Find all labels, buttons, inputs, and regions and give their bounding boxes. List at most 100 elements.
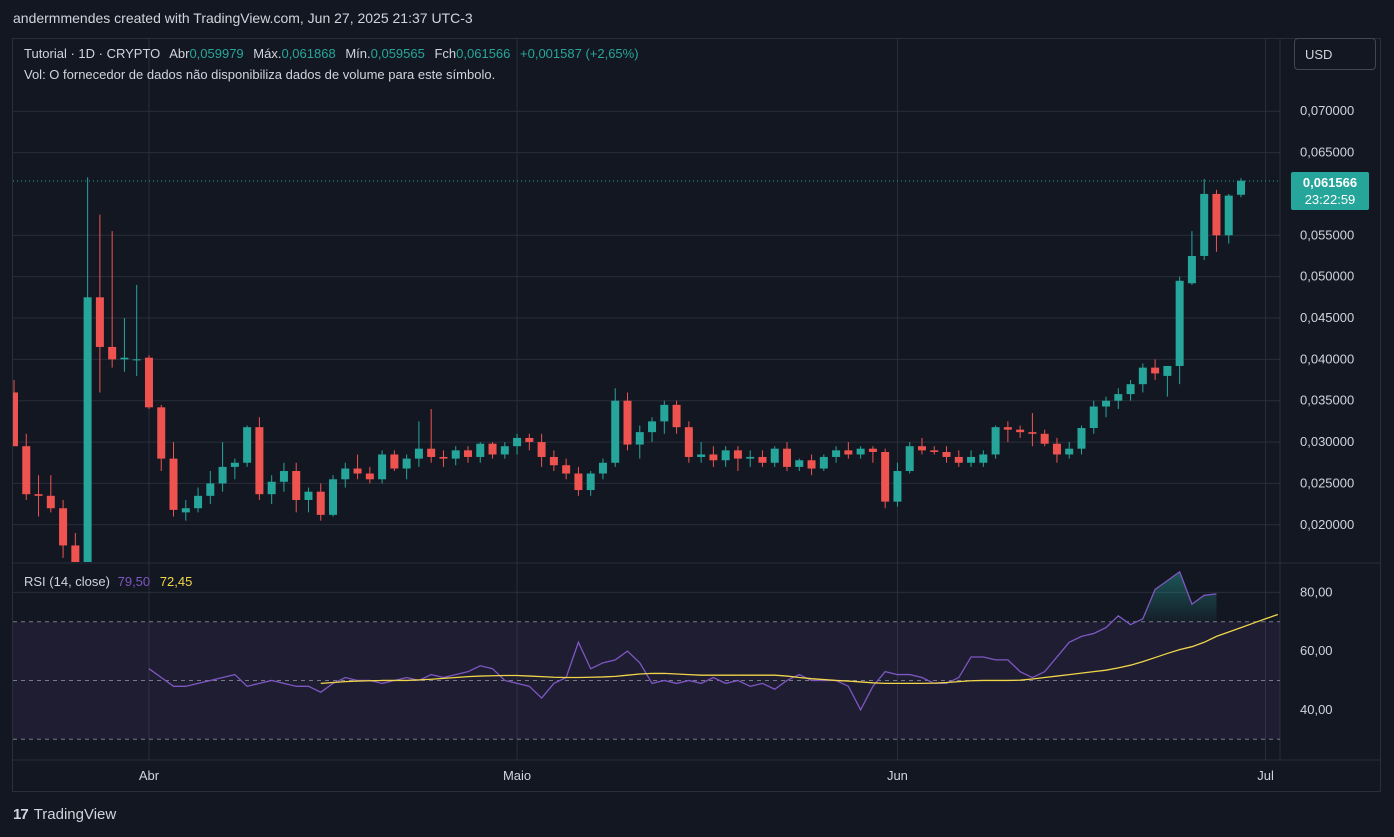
candle-body	[513, 437, 522, 447]
candle-body	[353, 468, 362, 474]
candle-body	[402, 458, 411, 469]
candle-body	[967, 456, 976, 463]
candle-body	[1065, 448, 1074, 455]
candle-body	[144, 357, 153, 408]
currency-button[interactable]: USD	[1294, 38, 1376, 70]
candle-body	[684, 427, 693, 457]
rsi-tick-label: 60,00	[1300, 643, 1333, 658]
volume-note: Vol: O fornecedor de dados não disponibi…	[24, 67, 496, 82]
candle-body	[34, 494, 43, 496]
candle-body	[1016, 429, 1025, 433]
price-tick-label: 0,040000	[1300, 351, 1354, 366]
rsi-tick-label: 80,00	[1300, 584, 1333, 599]
candle-body	[1114, 394, 1123, 401]
price-tick-label: 0,030000	[1300, 434, 1354, 449]
candle-body	[463, 450, 472, 457]
candle-body	[1040, 433, 1049, 444]
candle-body	[439, 456, 448, 459]
candle-body	[1224, 195, 1233, 236]
rsi-overbought-fill	[1118, 571, 1217, 622]
candle-body	[1077, 428, 1086, 449]
candle-body	[194, 495, 203, 509]
candle-body	[893, 471, 902, 502]
candle-body	[672, 404, 681, 428]
candle-body	[1237, 180, 1245, 195]
rsi-label[interactable]: RSI (14, close)	[24, 574, 110, 589]
candle-body	[611, 400, 620, 463]
candle-body	[500, 446, 509, 455]
symbol-label[interactable]: Tutorial · 1D · CRYPTO	[24, 46, 161, 61]
candle-body	[341, 468, 350, 480]
candle-body	[954, 456, 963, 463]
candle-body	[783, 448, 792, 467]
last-price-value: 0,061566	[1302, 175, 1358, 190]
candle-body	[770, 448, 779, 463]
candle-body	[292, 471, 301, 500]
footer-brand: TradingView	[33, 806, 117, 823]
candle-body	[1003, 427, 1012, 430]
change-value: +0,001587 (+2,65%)	[520, 46, 639, 61]
x-axis-label: Abr	[139, 768, 160, 783]
candle-body	[721, 450, 730, 461]
price-tick-label: 0,025000	[1300, 475, 1354, 490]
candle-body	[832, 450, 841, 457]
candle-body	[1089, 406, 1098, 429]
ohlc-legend: Tutorial · 1D · CRYPTO Abr0,059979 Máx.0…	[24, 46, 639, 61]
tradingview-logo-icon[interactable]: 17	[13, 806, 29, 823]
candle-body	[709, 454, 718, 461]
candle-body	[169, 458, 178, 510]
candle-body	[95, 297, 104, 347]
candle-body	[917, 446, 926, 451]
candle-body	[157, 407, 166, 459]
chart-credit: andermmendes created with TradingView.co…	[13, 10, 473, 26]
candle-body	[451, 450, 460, 459]
rsi-line	[148, 570, 1217, 712]
candle-body	[648, 421, 657, 433]
low-label: Mín.	[345, 46, 371, 61]
price-tick-label: 0,070000	[1300, 103, 1354, 118]
candle-body	[83, 297, 92, 562]
price-tick-label: 0,035000	[1300, 393, 1354, 408]
candle-body	[243, 427, 252, 463]
candle-body	[856, 448, 865, 455]
candle-body	[267, 481, 276, 495]
candle-body	[795, 460, 804, 467]
candle-body	[819, 456, 828, 469]
candle-body	[1200, 193, 1209, 256]
rsi-tick-label: 40,00	[1300, 702, 1333, 717]
candle-body	[537, 442, 546, 457]
candle-body	[635, 432, 644, 445]
candle-body	[586, 473, 595, 491]
candle-body	[71, 545, 80, 562]
candle-body	[623, 400, 632, 445]
candle-body	[807, 460, 816, 469]
candle-body	[329, 479, 338, 515]
candle-body	[1187, 255, 1196, 284]
candle-body	[697, 454, 706, 457]
candle-body	[930, 450, 939, 452]
candle-body	[979, 454, 988, 463]
rsi-ma-value: 72,45	[159, 574, 193, 589]
open-label: Abr	[169, 46, 190, 61]
candle-body	[304, 491, 313, 500]
candle-body	[427, 448, 436, 457]
candle-body	[22, 446, 31, 495]
candle-body	[1212, 193, 1221, 236]
candle-body	[991, 427, 1000, 455]
rsi-legend: RSI (14, close) 79,50 72,45	[24, 574, 192, 589]
candle-body	[905, 446, 914, 472]
candle-body	[525, 437, 534, 443]
last-price-label: 0,061566 23:22:59	[1291, 172, 1369, 210]
chart-frame	[12, 38, 1381, 792]
candle-body	[13, 392, 18, 447]
candle-body	[218, 466, 227, 484]
candle-body	[844, 450, 853, 455]
low-value: 0,059565	[370, 46, 425, 61]
x-axis-label: Jul	[1257, 768, 1274, 783]
candle-body	[660, 404, 669, 422]
candle-body	[1126, 384, 1135, 395]
candle-body	[132, 359, 141, 361]
candle-body	[881, 451, 890, 502]
candle-body	[746, 456, 755, 459]
